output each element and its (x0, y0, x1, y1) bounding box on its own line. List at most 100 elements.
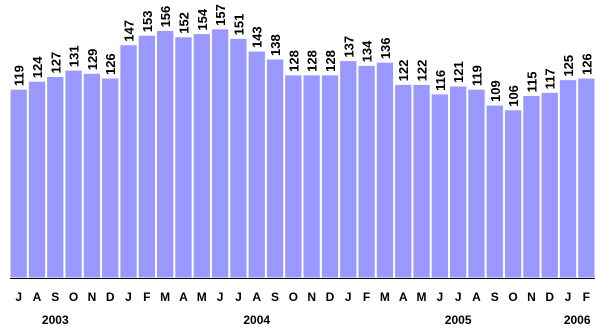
value-label-21: 122 (396, 60, 411, 82)
value-label-1: 124 (30, 56, 45, 78)
value-label-0: 119 (12, 65, 27, 86)
x-tick-label-4: N (88, 290, 97, 304)
x-tick-label-16: N (307, 290, 316, 304)
bar-22 (412, 83, 431, 279)
value-label-18: 137 (341, 36, 356, 58)
x-tick-label-7: F (143, 290, 150, 304)
x-tick-label-13: A (252, 290, 261, 304)
x-tick-label-14: S (271, 290, 279, 304)
x-tick-label-19: F (363, 290, 370, 304)
value-label-11: 157 (213, 4, 228, 26)
x-tick-label-24: J (455, 290, 462, 304)
x-tick-label-18: J (345, 290, 352, 304)
bar-26 (485, 104, 504, 279)
bar-16 (302, 74, 321, 279)
x-tick-label-3: O (69, 290, 78, 304)
value-label-12: 151 (231, 14, 246, 36)
value-label-26: 109 (488, 80, 503, 102)
x-tick-label-20: M (380, 290, 390, 304)
bar-18 (339, 60, 358, 279)
bar-29 (540, 91, 559, 279)
bar-31 (577, 77, 596, 279)
x-tick-label-15: O (289, 290, 298, 304)
x-tick-label-12: J (235, 290, 242, 304)
x-tick-label-0: J (15, 290, 22, 304)
x-tick-label-29: D (545, 290, 554, 304)
x-tick-label-8: M (160, 290, 170, 304)
value-label-31: 126 (579, 53, 594, 75)
bar-0 (9, 88, 28, 279)
value-label-6: 147 (122, 20, 137, 42)
bar-25 (467, 88, 486, 279)
bar-14 (265, 58, 285, 279)
bar-9 (174, 36, 193, 279)
value-label-16: 128 (305, 50, 320, 72)
bar-17 (320, 74, 340, 279)
year-label-2004: 2004 (243, 313, 270, 327)
value-label-27: 106 (506, 85, 521, 107)
bar-15 (284, 74, 303, 279)
x-tick-label-17: D (326, 290, 335, 304)
value-label-4: 129 (85, 49, 100, 71)
bar-21 (394, 83, 413, 279)
x-tick-label-22: M (417, 290, 427, 304)
bar-11 (210, 28, 230, 279)
value-label-23: 116 (433, 70, 448, 91)
x-tick-label-31: F (583, 290, 590, 304)
value-label-17: 128 (323, 50, 338, 72)
value-label-15: 128 (286, 50, 301, 72)
x-tick-label-10: M (197, 290, 207, 304)
value-label-3: 131 (67, 45, 82, 67)
x-tick-label-9: A (179, 290, 188, 304)
bar-10 (192, 33, 211, 279)
bar-8 (156, 29, 175, 279)
x-tick-label-28: N (527, 290, 536, 304)
value-label-24: 121 (451, 61, 466, 83)
x-tick-label-11: J (217, 290, 224, 304)
x-tick-label-25: A (472, 290, 481, 304)
bar-3 (64, 69, 83, 279)
bars-group (9, 28, 596, 279)
value-label-2: 127 (48, 52, 63, 74)
x-tick-label-21: A (399, 290, 408, 304)
bar-2 (46, 75, 65, 279)
value-label-7: 153 (140, 10, 155, 32)
value-label-20: 136 (378, 37, 393, 59)
bar-7 (137, 34, 157, 279)
value-label-8: 156 (158, 6, 173, 28)
x-tick-label-1: A (33, 290, 42, 304)
x-tick-label-30: J (565, 290, 572, 304)
bar-19 (357, 64, 376, 279)
bar-20 (375, 61, 395, 279)
value-label-19: 134 (360, 40, 375, 62)
bar-6 (119, 44, 138, 279)
bar-4 (82, 72, 102, 279)
value-label-29: 117 (543, 68, 558, 89)
value-label-9: 152 (176, 12, 191, 34)
bar-30 (558, 79, 578, 279)
x-tick-label-5: D (106, 290, 115, 304)
year-label-2003: 2003 (42, 313, 69, 327)
value-label-10: 154 (195, 8, 210, 30)
x-tick-label-23: J (436, 290, 443, 304)
x-tick-label-26: S (491, 290, 499, 304)
value-label-5: 126 (103, 53, 118, 75)
value-label-14: 138 (268, 34, 283, 56)
value-label-25: 119 (469, 65, 484, 86)
x-tick-label-27: O (508, 290, 517, 304)
bar-24 (449, 85, 468, 279)
year-label-2006: 2006 (564, 313, 591, 327)
x-tick-label-6: J (125, 290, 132, 304)
year-label-2005: 2005 (445, 313, 472, 327)
value-label-13: 143 (250, 26, 265, 48)
value-label-28: 115 (524, 72, 539, 93)
year-labels-group: 2003 2004 2005 2006 (42, 313, 591, 327)
bar-5 (101, 77, 120, 279)
x-tick-label-2: S (51, 290, 59, 304)
bar-1 (27, 80, 47, 279)
bar-13 (247, 50, 266, 279)
bar-28 (522, 95, 541, 279)
